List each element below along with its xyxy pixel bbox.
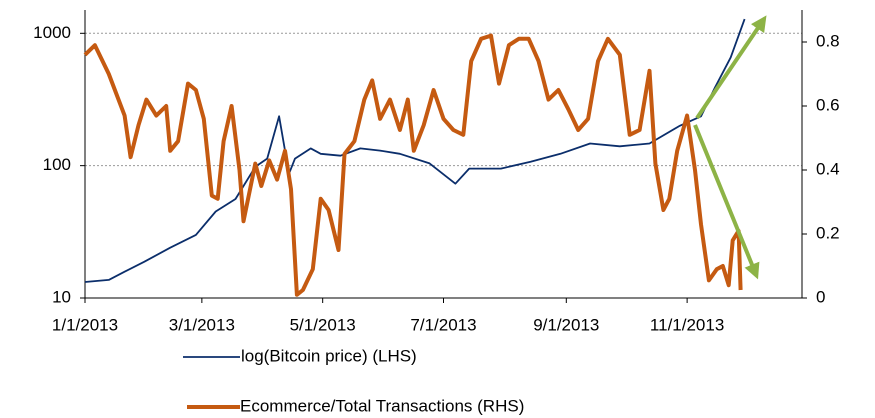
y2-tick-label: 0.6: [816, 95, 840, 114]
x-tick-label: 7/1/2013: [410, 315, 476, 334]
y2-tick-label: 0.2: [816, 223, 840, 242]
x-tick-label: 3/1/2013: [169, 315, 235, 334]
x-tick-label: 5/1/2013: [290, 315, 356, 334]
y-tick-label: 1000: [33, 23, 71, 42]
legend-label: Ecommerce/Total Transactions (RHS): [240, 396, 524, 415]
y2-tick-label: 0.8: [816, 31, 840, 50]
y-tick-label: 10: [52, 287, 71, 306]
trend-arrow: [695, 15, 767, 120]
x-tick-label: 1/1/2013: [52, 315, 118, 334]
y2-tick-label: 0.4: [816, 159, 840, 178]
trend-arrow: [693, 124, 760, 280]
legend-label: log(Bitcoin price) (LHS): [241, 346, 417, 365]
y-tick-label: 100: [43, 155, 71, 174]
x-tick-label: 11/1/2013: [650, 315, 724, 334]
series-line: [83, 33, 743, 297]
y2-tick-label: 0: [816, 287, 825, 306]
x-tick-label: 9/1/2013: [533, 315, 599, 334]
series-line: [84, 18, 746, 283]
